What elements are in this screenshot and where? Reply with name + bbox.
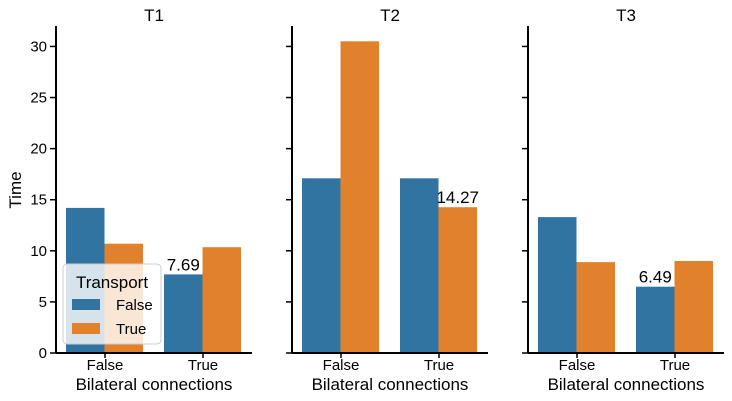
y-tick-label: 30 xyxy=(30,38,47,55)
y-tick-label: 15 xyxy=(30,192,47,209)
y-axis-title: Time xyxy=(6,171,25,208)
y-tick-label: 10 xyxy=(30,243,47,260)
x-axis-title: Bilateral connections xyxy=(548,375,705,394)
y-tick-label: 0 xyxy=(39,345,47,362)
x-tick-label: True xyxy=(660,357,690,374)
x-tick-label: False xyxy=(559,357,596,374)
panel-title: T3 xyxy=(616,6,636,25)
bar-t3-false-transport-false xyxy=(538,217,577,353)
x-tick-label: False xyxy=(323,357,360,374)
bar-t3-true-transport-false xyxy=(636,286,675,353)
y-tick-label: 25 xyxy=(30,90,47,107)
x-tick-label: False xyxy=(87,357,124,374)
panel-title: T1 xyxy=(144,6,164,25)
y-tick-label: 20 xyxy=(30,141,47,158)
legend-label-false: False xyxy=(116,297,153,314)
bar-t2-false-transport-false xyxy=(302,178,341,353)
bar-t2-false-transport-true xyxy=(340,41,379,354)
data-label: 14.27 xyxy=(436,188,479,207)
bar-t3-true-transport-true xyxy=(674,261,713,353)
panel-title: T2 xyxy=(380,6,400,25)
legend-label-true: True xyxy=(116,321,146,338)
bar-t1-true-transport-true xyxy=(202,247,241,353)
x-tick-label: True xyxy=(188,357,218,374)
x-tick-label: True xyxy=(424,357,454,374)
x-axis-title: Bilateral connections xyxy=(312,375,469,394)
bar-t3-false-transport-true xyxy=(576,262,615,353)
bar-t2-true-transport-true xyxy=(438,207,477,353)
y-tick-label: 5 xyxy=(39,294,47,311)
legend-title: Transport xyxy=(76,273,148,292)
data-label: 7.69 xyxy=(167,255,200,274)
x-axis-title: Bilateral connections xyxy=(76,375,233,394)
legend: Transport False True xyxy=(62,263,162,345)
legend-swatch-false xyxy=(72,299,100,310)
legend-swatch-true xyxy=(72,323,100,334)
bar-t2-true-transport-false xyxy=(400,178,439,353)
bar-t1-true-transport-false xyxy=(164,274,203,353)
data-label: 6.49 xyxy=(639,268,672,287)
